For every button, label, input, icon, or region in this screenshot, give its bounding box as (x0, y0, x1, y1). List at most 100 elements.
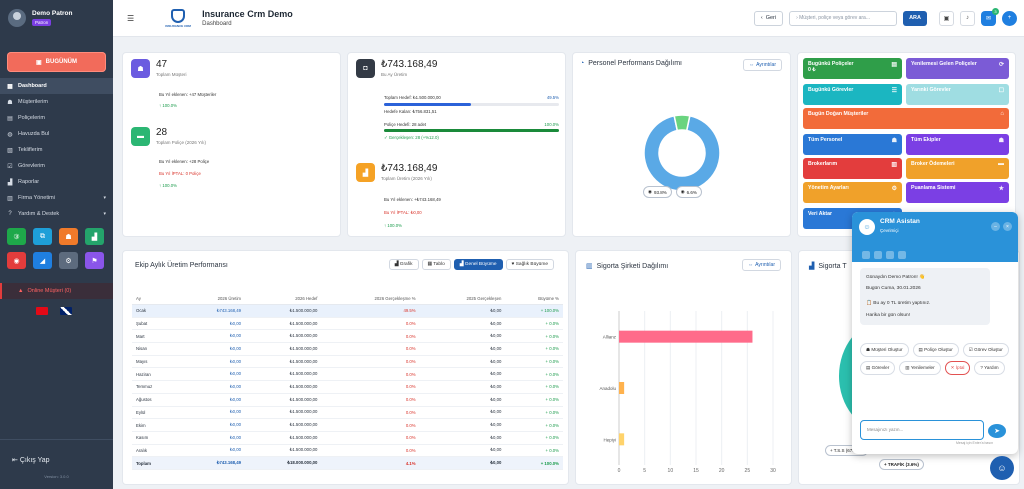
sidebar-item-1[interactable]: ☗ Müşterilerim (0, 94, 113, 110)
bar-allianz[interactable] (619, 330, 753, 343)
back-label: Geri (765, 15, 777, 21)
quick-link-9[interactable]: Yönetim Ayarları ⚙ (803, 182, 902, 203)
donut-slice[interactable] (673, 114, 691, 132)
topbar: ☰ INSURANCE CRM Insurance Crm Demo Dashb… (113, 0, 1024, 37)
sidebar-item-8[interactable]: ? Yardım & Destek ▾ (0, 206, 113, 222)
chat-action-6[interactable]: ? Yardım (974, 360, 1005, 375)
table-row[interactable]: Şubat ₺0,00 ₺1.500.000,00 0.0% ₺0,00 + 0.0% (132, 317, 563, 331)
bar-anadolu[interactable] (619, 382, 625, 394)
search-button[interactable]: ARA (903, 10, 927, 26)
theme-icon[interactable]: ▣ (939, 10, 954, 26)
sidebar-item-4[interactable]: ▧ Tekliflerim (0, 142, 113, 158)
quick-link-1[interactable]: Yenilemesi Gelen Poliçeler ⟳ (906, 58, 1009, 79)
today-button[interactable]: ▣ BUGÜNÜM (7, 52, 106, 72)
quick-target-icon[interactable]: ◉ (7, 252, 26, 269)
chat-action-3[interactable]: ▤ Görevler (860, 360, 896, 375)
tab-1[interactable]: ▦ Tablo (421, 259, 451, 270)
inbox-icon[interactable]: ✉ 3 (981, 7, 999, 26)
quick-flag-icon[interactable]: ⚑ (85, 252, 104, 269)
user-profile[interactable]: Demo Patron Patron (0, 0, 113, 36)
table-row[interactable]: Ağustos ₺0,00 ₺1.500.000,00 0.0% ₺0,00 + 0.0% (132, 393, 563, 407)
quick-link-7[interactable]: Brokerlarım ▥ (803, 158, 902, 179)
table-row[interactable]: Eylül ₺0,00 ₺1.500.000,00 0.0% ₺0,00 + 0.0% (132, 406, 563, 420)
users-icon: ☗ (131, 59, 150, 78)
sidebar-item-2[interactable]: ▤ Poliçelerim (0, 110, 113, 126)
chat-action-4[interactable]: ▥ Yenilemeler (899, 360, 941, 375)
user-name: Demo Patron (32, 10, 73, 17)
sidebar-item-6[interactable]: ▟ Raporlar (0, 174, 113, 190)
add-icon[interactable]: + (1002, 10, 1017, 26)
quick-link-icon: ▥ (891, 162, 897, 168)
table-row[interactable]: Ocak ₺743.168,49 ₺1.500.000,00 49.5% ₺0,00 + … (132, 304, 563, 318)
app-logo[interactable]: INSURANCE CRM (164, 6, 192, 30)
tab-2[interactable]: ▟ Genel Büyüme (453, 259, 503, 270)
quick-chart-icon[interactable]: ▟ (85, 228, 104, 245)
insurer-details-button[interactable]: ⇔ Ayrıntılar (742, 259, 781, 271)
quick-gear-icon[interactable]: ⚙ (59, 252, 78, 269)
sidebar-item-5[interactable]: ☑ Görevlerim (0, 158, 113, 174)
table-row[interactable]: Mart ₺0,00 ₺1.500.000,00 0.0% ₺0,00 + 0.0% (132, 329, 563, 344)
table-row[interactable]: Mayıs ₺0,00 ₺1.500.000,00 0.0% ₺0,00 + 0.0% (132, 355, 563, 369)
table-cell: Nisan (132, 342, 181, 356)
online-customers-alert[interactable]: ▲ Online Müşteri (0) (0, 283, 113, 299)
donut-legend-item[interactable]: ◉ 6.6% (675, 186, 702, 198)
quick-copy-icon[interactable]: ⧉ (33, 228, 52, 245)
search-input[interactable]: › Müşteri, poliçe veya görev ara... (789, 10, 898, 26)
quick-link-2[interactable]: Bugünkü Görevler ☰ (803, 84, 902, 105)
table-row[interactable]: Temmuz ₺0,00 ₺1.500.000,00 0.0% ₺0,00 + 0.0% (132, 380, 563, 394)
quick-person-icon[interactable]: ☗ (59, 228, 78, 245)
personnel-details-button[interactable]: ⇔ Ayrıntılar (743, 59, 782, 71)
table-row[interactable]: Kasım ₺0,00 ₺1.500.000,00 0.0% ₺0,00 + 0.0% (132, 431, 563, 445)
table-row[interactable]: Nisan ₺0,00 ₺1.500.000,00 0.0% ₺0,00 + 0.0% (132, 342, 563, 356)
logout-button[interactable]: ⇤ Çıkış Yap Version: 3.0.0 (0, 439, 113, 479)
donut-legend-item[interactable]: ◉ 93.8% (643, 186, 672, 198)
table-cell: ₺0,00 (419, 406, 506, 420)
policies-kpi[interactable]: ▬ 28 Toplam Poliçe (2026 Yılı) (131, 127, 206, 146)
sidebar-item-0[interactable]: ▦ Dashboard (0, 78, 113, 94)
total-production-kpi[interactable]: ▟ ₺743.168,49 Toplam Üretim (2026 Yılı) (356, 163, 437, 182)
tab-3[interactable]: ♥ Sağlık Büyüme (505, 259, 554, 270)
quick-link-8[interactable]: Broker Ödemeleri ▬ (906, 158, 1009, 179)
chat-action-0[interactable]: ☗ Müşteri Oluştur (860, 342, 909, 357)
tab-0[interactable]: ▟ Grafik (388, 259, 419, 270)
chat-tool-icon[interactable] (886, 251, 894, 259)
table-cell: ₺0,00 (419, 393, 506, 407)
type-legend-trafik[interactable]: + TRAFİK (3.6%) (879, 459, 924, 470)
table-row[interactable]: Ekim ₺0,00 ₺1.500.000,00 0.0% ₺0,00 + 0.0% (132, 418, 563, 432)
quick-link-5[interactable]: Tüm Personel ☗ (803, 134, 902, 155)
turkish-flag-icon[interactable] (36, 307, 48, 315)
logout-label: Çıkış Yap (19, 457, 50, 464)
close-icon[interactable]: × (1003, 222, 1012, 231)
quick-link-3[interactable]: Yarınki Görevler ☐ (906, 84, 1009, 105)
table-row[interactable]: Aralık ₺0,00 ₺1.500.000,00 0.0% ₺0,00 + 0.0% (132, 444, 563, 458)
logo-text: INSURANCE CRM (165, 23, 191, 28)
hamburger-icon[interactable]: ☰ (127, 13, 135, 23)
send-icon[interactable]: ➤ (988, 424, 1006, 438)
sidebar-item-3[interactable]: ◍ Havuzda Bul (0, 126, 113, 142)
uk-flag-icon[interactable] (60, 307, 72, 315)
back-button[interactable]: ‹ Geri (753, 10, 784, 26)
chatbot-toggle-icon[interactable]: ☺ (990, 456, 1014, 480)
chat-action-2[interactable]: ☑ Görev Oluştur (962, 342, 1009, 357)
table-row[interactable]: Haziran ₺0,00 ₺1.500.000,00 0.0% ₺0,00 + 0.0% (132, 367, 563, 382)
minimize-icon[interactable]: – (991, 222, 1000, 231)
quick-link-0[interactable]: Bugünkü Poliçeler 0 ₺ ▤ (803, 58, 902, 79)
chat-tool-icon[interactable] (862, 251, 870, 259)
chat-input[interactable]: Mesajınızı yazın... (860, 420, 984, 440)
bar-hepiyi[interactable] (619, 433, 625, 446)
quick-link-6[interactable]: Tüm Ekipler ☗ (906, 134, 1009, 155)
bell-icon[interactable]: ♪ (960, 10, 975, 26)
donut-slice[interactable] (643, 114, 721, 192)
robot-icon: ☺ (859, 219, 875, 235)
quick-megaphone-icon[interactable]: ◢ (33, 252, 52, 269)
quick-link-4[interactable]: Bugün Doğan Müşteriler ⌂ (803, 108, 1009, 129)
sidebar-item-7[interactable]: ▥ Firma Yönetimi ▾ (0, 190, 113, 206)
chat-action-5[interactable]: ✕ İptal (944, 360, 971, 375)
production-kpi[interactable]: ◘ ₺743.168,49 Bu Ay Üretim (356, 59, 437, 78)
customers-kpi[interactable]: ☗ 47 Toplam Müşteri (131, 59, 187, 78)
chat-tool-icon[interactable] (898, 251, 906, 259)
quick-link-10[interactable]: Puanlama Sistemi ★ (906, 182, 1009, 203)
chat-tool-icon[interactable] (874, 251, 882, 259)
quick-money-icon[interactable]: ③ (7, 228, 26, 245)
chat-action-1[interactable]: ▤ Poliçe Oluştur (912, 342, 959, 357)
